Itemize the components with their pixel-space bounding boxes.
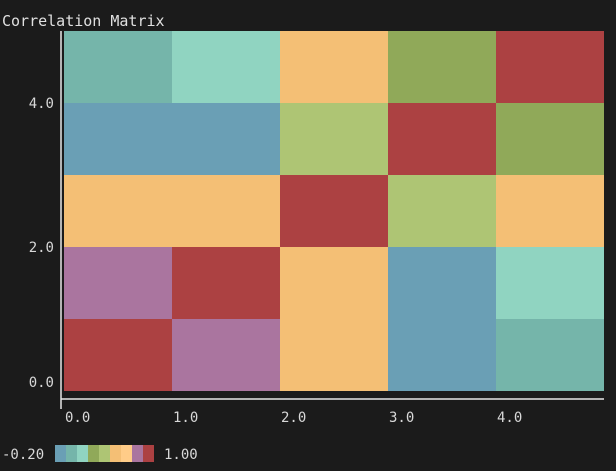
x-tick-label: 3.0 bbox=[389, 410, 414, 426]
heatmap-cell bbox=[172, 103, 280, 175]
colorbar-min-label: -0.20 bbox=[2, 447, 44, 463]
heatmap-cell bbox=[280, 247, 388, 319]
colorbar-swatch bbox=[121, 445, 132, 462]
heatmap-cell bbox=[388, 103, 496, 175]
heatmap-cell bbox=[172, 175, 280, 247]
y-axis-ticks: 0.0 2.0 4.0 bbox=[29, 96, 54, 391]
heatmap-cell bbox=[496, 175, 604, 247]
colorbar-swatch bbox=[143, 445, 154, 462]
colorbar-swatch bbox=[99, 445, 110, 462]
colorbar-swatch bbox=[110, 445, 121, 462]
colorbar-legend: -0.20 1.00 bbox=[2, 445, 198, 463]
colorbar-swatch bbox=[55, 445, 66, 462]
heatmap-cell bbox=[64, 175, 172, 247]
colorbar-swatch bbox=[88, 445, 99, 462]
y-tick-label: 4.0 bbox=[29, 96, 54, 112]
y-tick-label: 0.0 bbox=[29, 375, 54, 391]
heatmap-cell bbox=[64, 247, 172, 319]
x-tick-label: 1.0 bbox=[173, 410, 198, 426]
heatmap-cell bbox=[280, 103, 388, 175]
heatmap-cell bbox=[64, 103, 172, 175]
heatmap-cell bbox=[280, 31, 388, 103]
heatmap-cell bbox=[496, 247, 604, 319]
heatmap-cell bbox=[280, 175, 388, 247]
x-tick-label: 0.0 bbox=[65, 410, 90, 426]
colorbar-max-label: 1.00 bbox=[164, 447, 198, 463]
heatmap-cell bbox=[172, 319, 280, 391]
heatmap-cell bbox=[496, 319, 604, 391]
colorbar-swatch bbox=[77, 445, 88, 462]
heatmap-cell bbox=[64, 319, 172, 391]
heatmap-cell bbox=[172, 31, 280, 103]
chart-axes bbox=[60, 31, 604, 409]
y-tick-label: 2.0 bbox=[29, 240, 54, 256]
chart-title: Correlation Matrix bbox=[2, 12, 165, 30]
heatmap-cell bbox=[388, 319, 496, 391]
heatmap-cell bbox=[388, 175, 496, 247]
x-tick-label: 4.0 bbox=[497, 410, 522, 426]
heatmap-cell bbox=[388, 247, 496, 319]
heatmap-cell bbox=[280, 319, 388, 391]
heatmap-cell bbox=[496, 31, 604, 103]
colorbar-swatch bbox=[132, 445, 143, 462]
heatmap-cell bbox=[496, 103, 604, 175]
heatmap-cell bbox=[388, 31, 496, 103]
colorbar-swatches bbox=[55, 445, 154, 462]
heatmap-cell bbox=[172, 247, 280, 319]
heatmap-cell bbox=[64, 31, 172, 103]
x-tick-label: 2.0 bbox=[281, 410, 306, 426]
colorbar-swatch bbox=[66, 445, 77, 462]
x-axis-ticks: 0.0 1.0 2.0 3.0 4.0 bbox=[65, 410, 522, 426]
heatmap-cells bbox=[64, 31, 604, 391]
